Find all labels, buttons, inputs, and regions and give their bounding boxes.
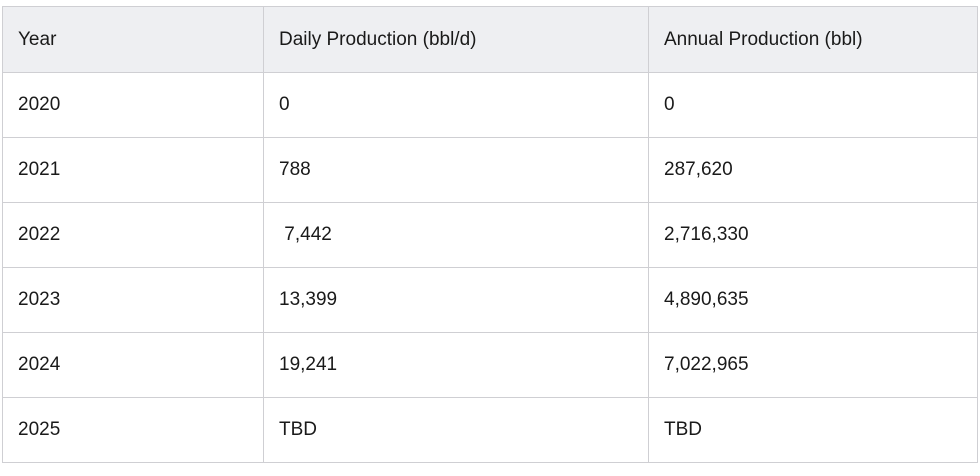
cell-annual-production: TBD [648,397,978,463]
production-table-container: Year Daily Production (bbl/d) Annual Pro… [2,6,978,463]
cell-annual-production: 4,890,635 [648,267,978,333]
table-header: Year Daily Production (bbl/d) Annual Pro… [2,6,978,73]
table-row: 2022 7,442 2,716,330 [2,202,978,268]
header-annual-production: Annual Production (bbl) [648,6,978,73]
header-year: Year [2,6,264,73]
cell-year: 2023 [2,267,264,333]
cell-year: 2021 [2,137,264,203]
table-body: 2020 0 0 2021 788 287,620 2022 7,442 2,7… [2,72,978,463]
cell-daily-production: 13,399 [263,267,649,333]
cell-annual-production: 287,620 [648,137,978,203]
table-row: 2023 13,399 4,890,635 [2,267,978,333]
cell-year: 2025 [2,397,264,463]
cell-annual-production: 0 [648,72,978,138]
cell-year: 2022 [2,202,264,268]
table-row: 2024 19,241 7,022,965 [2,332,978,398]
table-row: 2021 788 287,620 [2,137,978,203]
cell-daily-production: 7,442 [263,202,649,268]
cell-annual-production: 2,716,330 [648,202,978,268]
header-daily-production: Daily Production (bbl/d) [263,6,649,73]
cell-daily-production: TBD [263,397,649,463]
cell-year: 2020 [2,72,264,138]
header-row: Year Daily Production (bbl/d) Annual Pro… [2,6,978,73]
cell-daily-production: 19,241 [263,332,649,398]
cell-daily-production: 788 [263,137,649,203]
cell-year: 2024 [2,332,264,398]
production-table: Year Daily Production (bbl/d) Annual Pro… [2,6,978,463]
table-row: 2020 0 0 [2,72,978,138]
table-row: 2025 TBD TBD [2,397,978,463]
cell-annual-production: 7,022,965 [648,332,978,398]
cell-daily-production: 0 [263,72,649,138]
